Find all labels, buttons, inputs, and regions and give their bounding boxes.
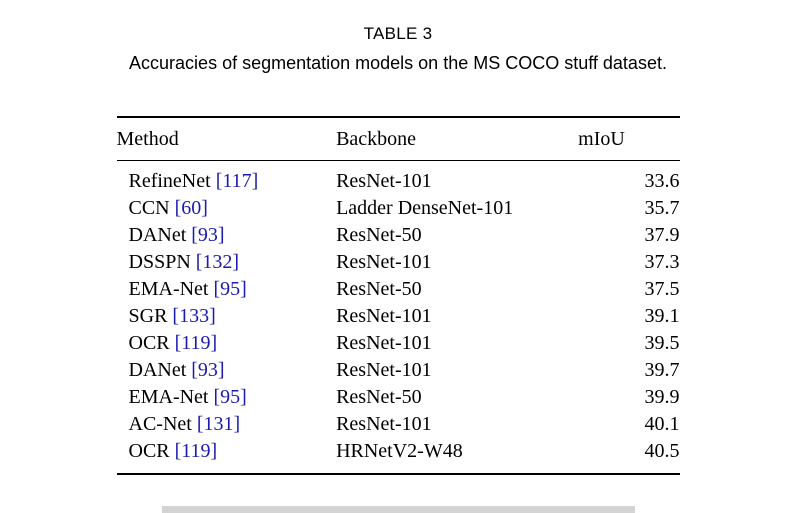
citation-link[interactable]: [117] bbox=[215, 170, 259, 192]
column-header-miou: mIoU bbox=[578, 117, 680, 161]
method-cell: RefineNet [117] bbox=[117, 161, 337, 196]
table-header-row: Method Backbone mIoU bbox=[116, 117, 680, 161]
citation-link[interactable]: [93] bbox=[191, 224, 225, 246]
method-cell: SGR [133] bbox=[117, 303, 337, 330]
miou-cell: 40.5 bbox=[644, 440, 680, 462]
backbone-cell: ResNet-50 bbox=[336, 224, 422, 246]
method-name: CCN bbox=[128, 197, 175, 219]
backbone-cell: HRNetV2-W48 bbox=[336, 440, 463, 462]
method-name: AC-Net bbox=[128, 413, 197, 435]
miou-cell: 33.6 bbox=[644, 170, 680, 192]
method-cell: OCR [119] bbox=[117, 438, 337, 474]
results-table-wrapper: Method Backbone mIoU RefineNet [117] Res… bbox=[116, 116, 680, 475]
backbone-cell: ResNet-50 bbox=[336, 386, 422, 408]
method-cell: CCN [60] bbox=[117, 195, 337, 222]
table-row: AC-Net [131] ResNet-101 40.1 bbox=[117, 411, 680, 438]
backbone-cell: Ladder DenseNet-101 bbox=[336, 197, 514, 219]
method-cell: AC-Net [131] bbox=[117, 411, 337, 438]
method-cell: OCR [119] bbox=[117, 330, 337, 357]
method-cell: EMA-Net [95] bbox=[117, 276, 337, 303]
miou-cell: 39.5 bbox=[644, 332, 680, 354]
citation-link[interactable]: [93] bbox=[191, 359, 225, 381]
citation-link[interactable]: [131] bbox=[196, 413, 241, 435]
method-cell: DSSPN [132] bbox=[117, 249, 337, 276]
table-row: DANet [93] ResNet-50 37.9 bbox=[117, 222, 680, 249]
table-caption: TABLE 3 Accuracies of segmentation model… bbox=[0, 0, 796, 74]
method-name: EMA-Net bbox=[128, 386, 214, 408]
miou-cell: 35.7 bbox=[644, 197, 680, 219]
method-name: SGR bbox=[128, 305, 173, 327]
backbone-cell: ResNet-101 bbox=[336, 170, 432, 192]
method-name: OCR bbox=[128, 332, 175, 354]
column-header-backbone: Backbone bbox=[336, 117, 579, 161]
table-row: EMA-Net [95] ResNet-50 37.5 bbox=[117, 276, 680, 303]
citation-link[interactable]: [60] bbox=[174, 197, 208, 219]
table-body: RefineNet [117] ResNet-101 33.6 CCN [60]… bbox=[117, 161, 680, 475]
table-row: DANet [93] ResNet-101 39.7 bbox=[117, 357, 680, 384]
table-header: Method Backbone mIoU bbox=[116, 117, 680, 161]
citation-link[interactable]: [95] bbox=[213, 278, 247, 300]
table-row: SGR [133] ResNet-101 39.1 bbox=[117, 303, 680, 330]
citation-link[interactable]: [133] bbox=[172, 305, 216, 327]
table-row: RefineNet [117] ResNet-101 33.6 bbox=[117, 161, 680, 196]
miou-cell: 37.5 bbox=[644, 278, 680, 300]
miou-cell: 39.1 bbox=[644, 305, 680, 327]
table-row: OCR [119] HRNetV2-W48 40.5 bbox=[117, 438, 680, 474]
table-row: OCR [119] ResNet-101 39.5 bbox=[117, 330, 680, 357]
method-cell: DANet [93] bbox=[117, 357, 337, 384]
miou-cell: 39.9 bbox=[644, 386, 680, 408]
citation-link[interactable]: [119] bbox=[174, 332, 218, 354]
miou-cell: 37.9 bbox=[644, 224, 680, 246]
method-cell: EMA-Net [95] bbox=[117, 384, 337, 411]
backbone-cell: ResNet-101 bbox=[336, 305, 432, 327]
table-caption-text: Accuracies of segmentation models on the… bbox=[129, 53, 667, 73]
method-name: DSSPN bbox=[128, 251, 196, 273]
method-name: DANet bbox=[128, 224, 192, 246]
backbone-cell: ResNet-101 bbox=[336, 359, 432, 381]
method-cell: DANet [93] bbox=[117, 222, 337, 249]
table-row: DSSPN [132] ResNet-101 37.3 bbox=[117, 249, 680, 276]
citation-link[interactable]: [132] bbox=[195, 251, 240, 273]
table-caption-label: TABLE 3 bbox=[363, 24, 433, 43]
miou-cell: 39.7 bbox=[644, 359, 680, 381]
backbone-cell: ResNet-101 bbox=[336, 251, 432, 273]
citation-link[interactable]: [119] bbox=[174, 440, 218, 462]
backbone-cell: ResNet-101 bbox=[336, 413, 432, 435]
column-header-method: Method bbox=[116, 117, 337, 161]
method-name: OCR bbox=[128, 440, 175, 462]
miou-cell: 37.3 bbox=[644, 251, 680, 273]
bottom-page-edge-artifact bbox=[162, 506, 635, 513]
citation-link[interactable]: [95] bbox=[213, 386, 247, 408]
method-name: EMA-Net bbox=[128, 278, 214, 300]
miou-cell: 40.1 bbox=[644, 413, 680, 435]
backbone-cell: ResNet-50 bbox=[336, 278, 422, 300]
results-table: Method Backbone mIoU RefineNet [117] Res… bbox=[116, 116, 680, 475]
method-name: DANet bbox=[128, 359, 192, 381]
table-row: EMA-Net [95] ResNet-50 39.9 bbox=[117, 384, 680, 411]
backbone-cell: ResNet-101 bbox=[336, 332, 432, 354]
table-row: CCN [60] Ladder DenseNet-101 35.7 bbox=[117, 195, 680, 222]
method-name: RefineNet bbox=[128, 170, 216, 192]
